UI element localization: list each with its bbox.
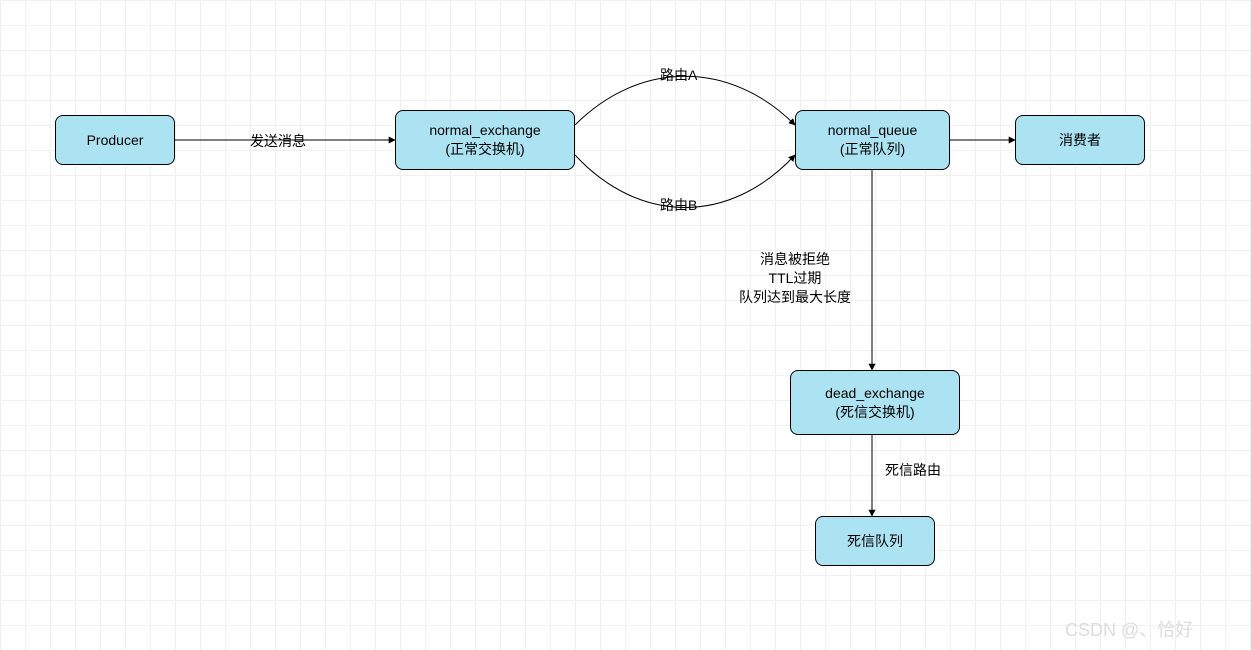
node-dead-queue-label: 死信队列 <box>847 532 903 551</box>
node-producer-label: Producer <box>87 131 144 150</box>
node-consumer: 消费者 <box>1015 115 1145 165</box>
node-normal-exchange-line1: normal_exchange <box>429 121 540 140</box>
edges-layer <box>0 0 1251 650</box>
node-dead-exchange-line1: dead_exchange <box>825 384 925 403</box>
label-reasons-line2: TTL过期 <box>720 269 870 288</box>
node-normal-exchange-line2: (正常交换机) <box>445 140 524 159</box>
node-consumer-label: 消费者 <box>1059 131 1101 150</box>
label-send-msg: 发送消息 <box>250 131 306 151</box>
label-reasons-line1: 消息被拒绝 <box>720 250 870 269</box>
node-dead-queue: 死信队列 <box>815 516 935 566</box>
node-dead-exchange: dead_exchange (死信交换机) <box>790 370 960 435</box>
node-normal-queue-line2: (正常队列) <box>840 140 905 159</box>
node-normal-exchange: normal_exchange (正常交换机) <box>395 110 575 170</box>
node-producer: Producer <box>55 115 175 165</box>
label-dead-route: 死信路由 <box>885 460 941 480</box>
watermark: CSDN @、恰好 <box>1065 616 1193 642</box>
node-normal-queue-line1: normal_queue <box>828 121 918 140</box>
label-route-a: 路由A <box>660 65 697 85</box>
node-dead-exchange-line2: (死信交换机) <box>835 403 914 422</box>
label-reasons: 消息被拒绝 TTL过期 队列达到最大长度 <box>720 250 870 307</box>
label-reasons-line3: 队列达到最大长度 <box>720 288 870 307</box>
node-normal-queue: normal_queue (正常队列) <box>795 110 950 170</box>
label-route-b: 路由B <box>660 195 697 215</box>
